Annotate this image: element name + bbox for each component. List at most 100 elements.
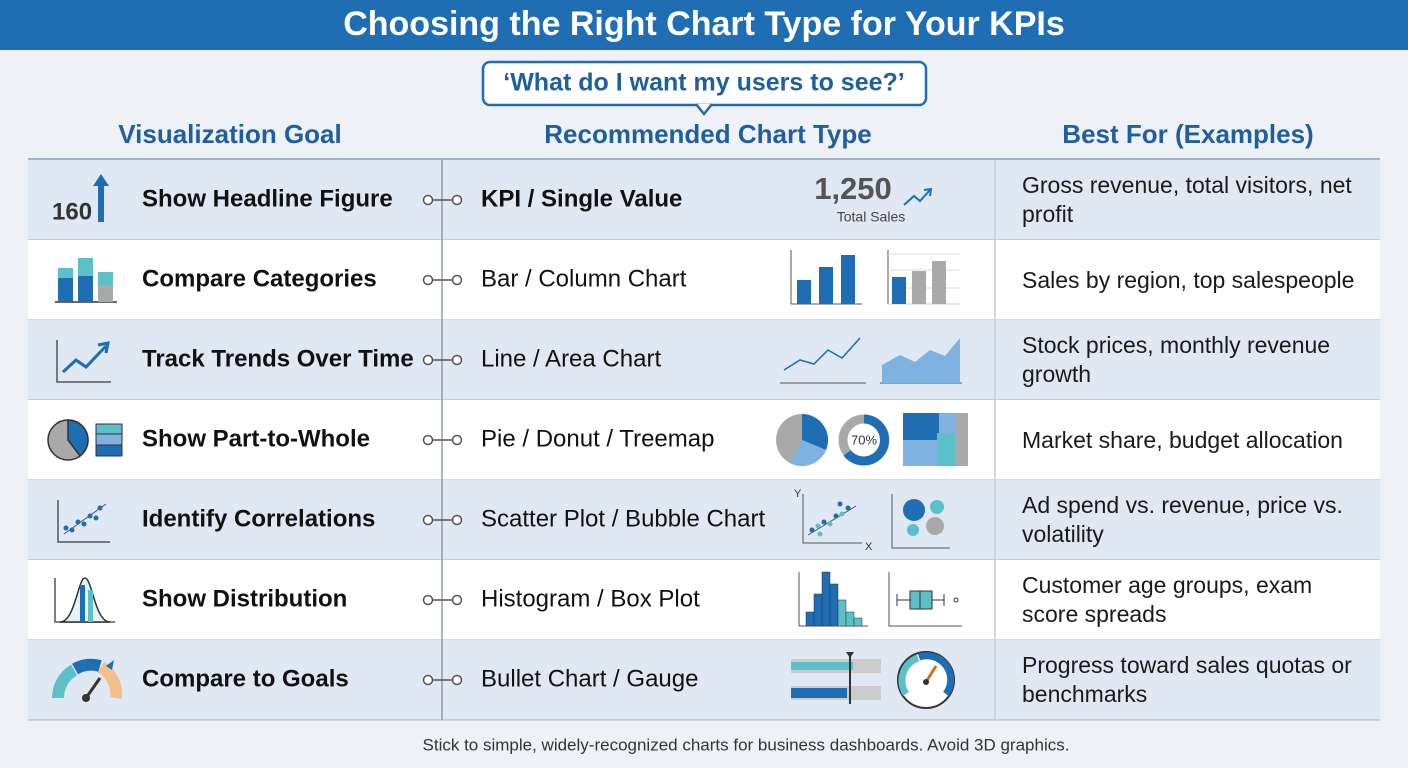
table-row: Show Distribution Histogram / Box Plot Cus…	[28, 560, 1380, 641]
icon-shape	[63, 525, 69, 531]
connector-dot	[422, 434, 434, 446]
icon-shape	[955, 433, 968, 466]
icon-shape	[891, 494, 950, 549]
icon-shape	[843, 414, 889, 466]
table-row: Compare to Goals Bullet Chart / Gauge Prog…	[28, 640, 1380, 721]
icon-shape	[98, 184, 104, 222]
axis-label: X	[865, 541, 873, 553]
icon-shape	[84, 677, 102, 699]
row-background	[28, 160, 1380, 240]
table-row: Track Trends Over Time Line / Area Chart S…	[28, 320, 1380, 401]
goal-label: Identify Correlations	[142, 505, 375, 532]
icon-shape	[791, 688, 847, 698]
title-bar	[0, 0, 1408, 50]
icon-number: 160	[52, 198, 92, 225]
row-icons	[47, 413, 968, 466]
icon-shape	[82, 694, 90, 702]
icon-shape	[58, 268, 73, 278]
connector-dot	[451, 354, 463, 366]
icon-shape	[98, 285, 113, 302]
icon-shape	[97, 661, 123, 699]
icon-shape	[802, 494, 862, 544]
icon-shape	[98, 272, 113, 285]
callout-text: ‘What do I want my users to see?’	[503, 69, 904, 97]
icon-shape	[809, 527, 815, 533]
icon-shape	[797, 280, 811, 304]
examples-text: Progress toward sales quotas or benchmar…	[1022, 652, 1352, 707]
icon-shape	[93, 174, 109, 186]
icon-shape	[61, 344, 108, 374]
icon-shape	[837, 599, 847, 627]
icon-shape	[903, 440, 937, 466]
examples-cell: Ad spend vs. revenue, price vs. volatili…	[1022, 492, 1343, 547]
icon-shape	[95, 433, 123, 446]
icon-shape	[72, 658, 102, 675]
table-row: Identify Correlations Scatter Plot / Bubb…	[28, 480, 1380, 561]
chart-type: KPI / Single Value	[481, 185, 682, 212]
row-background	[28, 240, 1380, 320]
icon-shape	[845, 611, 855, 627]
icon-shape	[827, 521, 833, 527]
icon-shape	[58, 278, 73, 302]
examples-cell: Customer age groups, exam score spreads	[1022, 572, 1313, 627]
examples-text: Customer age groups, exam score spreads	[1022, 572, 1313, 627]
icon-shape	[95, 423, 123, 435]
icon-shape	[97, 341, 110, 354]
callout-pointer	[695, 103, 713, 117]
chart-type: Bar / Column Chart	[481, 265, 687, 292]
table-row: Show Headline Figure KPI / Single Value 16…	[28, 160, 1380, 241]
connector-dot	[451, 274, 463, 286]
icon-shape	[817, 531, 823, 537]
goal-label: Show Distribution	[142, 585, 347, 612]
icon-shape	[790, 440, 826, 466]
examples-cell: Progress toward sales quotas or benchmar…	[1022, 652, 1352, 707]
icon-shape	[846, 652, 854, 658]
icon-shape	[923, 679, 929, 685]
preview-caption: Total Sales	[837, 209, 905, 225]
icon-shape	[882, 338, 960, 383]
examples-text: Stock prices, monthly revenue growth	[1022, 332, 1331, 387]
connector-dot	[451, 594, 463, 606]
title: Choosing the Right Chart Type for Your K…	[343, 5, 1065, 43]
examples-text: Sales by region, top salespeople	[1022, 266, 1355, 293]
row-icons	[51, 651, 955, 709]
connector-dot	[422, 674, 434, 686]
goal-label: Compare to Goals	[142, 665, 349, 692]
icon-shape	[903, 413, 939, 440]
icon-shape	[955, 413, 968, 433]
connector-dot	[451, 514, 463, 526]
examples-cell: Gross revenue, total visitors, net profi…	[1022, 172, 1352, 227]
chart-type: Bullet Chart / Gauge	[481, 665, 698, 692]
icon-shape	[57, 500, 110, 543]
row-background	[28, 480, 1380, 560]
chart-type: Pie / Donut / Treemap	[481, 425, 714, 452]
icon-shape	[807, 505, 857, 536]
examples-text: Ad spend vs. revenue, price vs. volatili…	[1022, 492, 1343, 547]
icon-shape	[791, 662, 853, 670]
connector-dot	[422, 354, 434, 366]
icon-shape	[937, 433, 955, 466]
icon-shape	[841, 255, 855, 304]
icon-shape	[813, 593, 823, 627]
row-icons	[54, 571, 962, 627]
examples-text: Gross revenue, total visitors, net profi…	[1022, 172, 1352, 227]
column-header: Best For (Examples)	[1062, 119, 1313, 149]
donut-label: 70%	[851, 432, 877, 447]
column-header: Recommended Chart Type	[544, 119, 871, 149]
icon-shape	[930, 500, 944, 514]
icon-shape	[839, 511, 845, 517]
icon-shape	[907, 524, 919, 536]
column-header: Visualization Goal	[118, 119, 341, 149]
icon-shape	[932, 261, 946, 304]
goal-label: Show Headline Figure	[142, 185, 393, 212]
footer: Stick to simple, widely-recognized chart…	[423, 735, 1070, 754]
icon-shape	[833, 513, 839, 519]
connector-dot	[422, 194, 434, 206]
icon-shape	[783, 337, 861, 371]
icon-shape	[93, 515, 99, 521]
chart-type: Line / Area Chart	[481, 345, 661, 372]
icon-shape	[95, 444, 123, 457]
icon-shape	[821, 571, 831, 627]
